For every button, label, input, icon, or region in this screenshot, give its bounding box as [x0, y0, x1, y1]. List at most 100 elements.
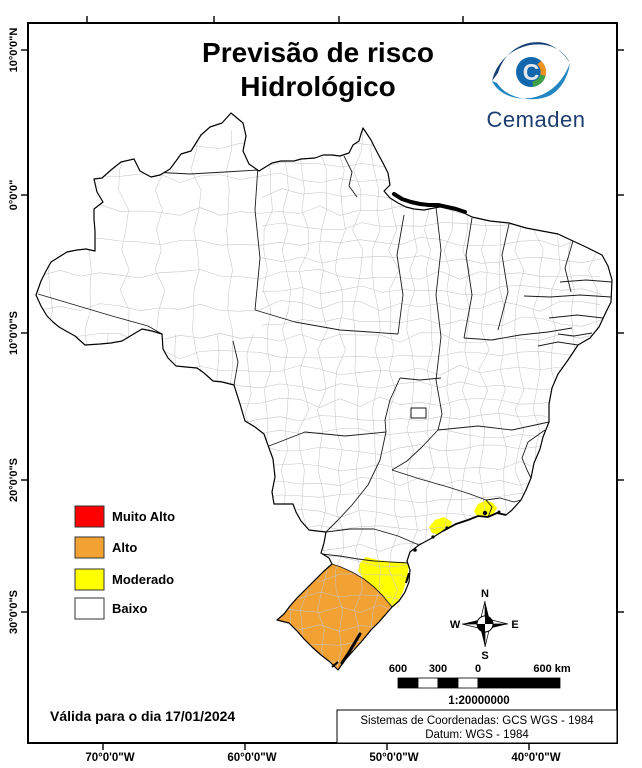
state-border-line — [343, 155, 358, 198]
florianopolis-island — [405, 572, 410, 584]
compass-rose: N S W E — [450, 588, 519, 662]
scale-bar-segment — [477, 677, 561, 689]
municipality-line — [39, 300, 601, 312]
latitude-label: 10°0'0"S — [8, 311, 20, 355]
legend-label: Baixo — [112, 601, 147, 616]
distrito-federal-rectangle — [410, 407, 427, 419]
longitude-label: 70°0'0"W — [85, 752, 134, 764]
municipality-line — [550, 129, 561, 670]
state-border-line — [437, 421, 550, 431]
state-border-line — [268, 431, 387, 447]
compass-letter-n: N — [481, 588, 489, 600]
region-rio-de-janeiro-moderado — [474, 500, 497, 519]
municipality-line — [261, 316, 603, 327]
state-border-line — [232, 340, 239, 386]
state-border-line — [254, 309, 399, 335]
brazil-map — [35, 112, 613, 671]
region-santa-catarina-moderado — [358, 557, 409, 607]
municipality-line — [261, 255, 603, 264]
legend-label: Muito Alto — [112, 509, 175, 524]
state-border-line — [396, 214, 405, 335]
scale-label: 600 — [389, 663, 407, 675]
logo-wordmark: Cemaden — [487, 107, 586, 132]
state-border-line — [564, 240, 574, 293]
state-border-line — [384, 377, 401, 433]
state-border-line — [399, 377, 442, 381]
state-border-line — [320, 553, 410, 564]
coastal-islet — [482, 510, 488, 516]
brazil-land — [36, 113, 612, 670]
municipality-line — [101, 333, 112, 670]
validity-note: Válida para o dia 17/01/2024 — [50, 708, 235, 724]
lagoa-mirim — [331, 661, 339, 668]
scale-bar-segment — [457, 677, 479, 689]
legend-swatch — [74, 568, 105, 591]
municipality-line — [388, 129, 400, 670]
state-border-line — [254, 165, 261, 311]
state-border-line — [557, 332, 593, 337]
municipality-line — [64, 333, 76, 670]
state-border-line — [485, 497, 522, 503]
state-boundary-lines — [37, 155, 612, 608]
state-border-line — [463, 327, 573, 341]
region-rio-grande-do-sul-alto — [277, 564, 392, 670]
scale-label: 0 — [475, 663, 481, 675]
scale-ratio: 1:20000000 — [448, 695, 509, 707]
state-border-line — [435, 206, 442, 338]
municipality-line — [261, 285, 603, 296]
state-border-line — [497, 223, 510, 331]
legend-label: Moderado — [112, 572, 174, 587]
longitude-label: 50°0'0"W — [369, 752, 418, 764]
state-border-line — [151, 169, 259, 175]
state-border-line — [325, 528, 420, 546]
longitude-label: 40°0'0"W — [511, 752, 560, 764]
state-border-line — [37, 293, 163, 335]
compass-letter-w: W — [450, 619, 461, 631]
compass-letter-e: E — [511, 619, 518, 631]
latitude-label: 30°0'0"S — [8, 590, 20, 634]
scale-label: 600 km — [533, 663, 571, 675]
municipality-line — [352, 129, 363, 670]
legend-swatch — [74, 505, 105, 528]
latitude-label: 10°0'0"N — [8, 28, 20, 73]
municipality-line — [46, 129, 57, 670]
latitude-label: 0°0'0" — [8, 180, 20, 211]
page-title-line1: Previsão de risco — [202, 37, 434, 68]
scale-bar-segment — [417, 677, 439, 689]
state-border-line — [523, 294, 612, 298]
legend-swatch — [74, 536, 105, 559]
state-border-line — [548, 314, 604, 319]
legend-swatch — [74, 597, 105, 620]
municipality-line — [39, 268, 601, 280]
lagoa-dos-patos — [340, 632, 362, 665]
brazil-outline — [35, 112, 613, 671]
scale-bar-segment — [437, 677, 459, 689]
municipality-line — [209, 333, 220, 670]
logo-eye-icon: C — [492, 42, 570, 100]
map-frame — [27, 22, 618, 744]
state-border-line — [435, 336, 443, 431]
state-border-line — [463, 217, 473, 339]
state-border-line — [521, 429, 546, 479]
state-border-line — [325, 431, 387, 533]
legend: Muito Alto Alto Moderado Baixo — [74, 505, 175, 620]
municipality-line — [39, 556, 601, 568]
coordinate-line-1: Sistemas de Coordenadas: GCS WGS - 1984 — [360, 715, 594, 727]
municipality-line — [586, 129, 598, 670]
municipality-line — [317, 129, 328, 670]
longitude-label: 60°0'0"W — [227, 752, 276, 764]
coordinate-line-2: Datum: WGS - 1984 — [425, 729, 529, 741]
scale-bar: 600 300 0 600 km — [389, 663, 571, 689]
compass-letter-s: S — [481, 650, 488, 662]
municipality-line — [39, 140, 601, 152]
municipality-line — [137, 333, 148, 670]
state-border-line — [537, 341, 579, 347]
page-title-line2: Hidrológico — [240, 71, 396, 102]
state-border-line — [391, 469, 487, 501]
graticule-ticks-and-labels: 10°0'0"N 0°0'0" 10°0'0"S 20°0'0"S 30°0'0"S 70… — [8, 16, 624, 764]
latitude-label: 20°0'0"S — [8, 458, 20, 502]
state-border-line — [485, 499, 493, 518]
scale-label: 300 — [429, 663, 447, 675]
